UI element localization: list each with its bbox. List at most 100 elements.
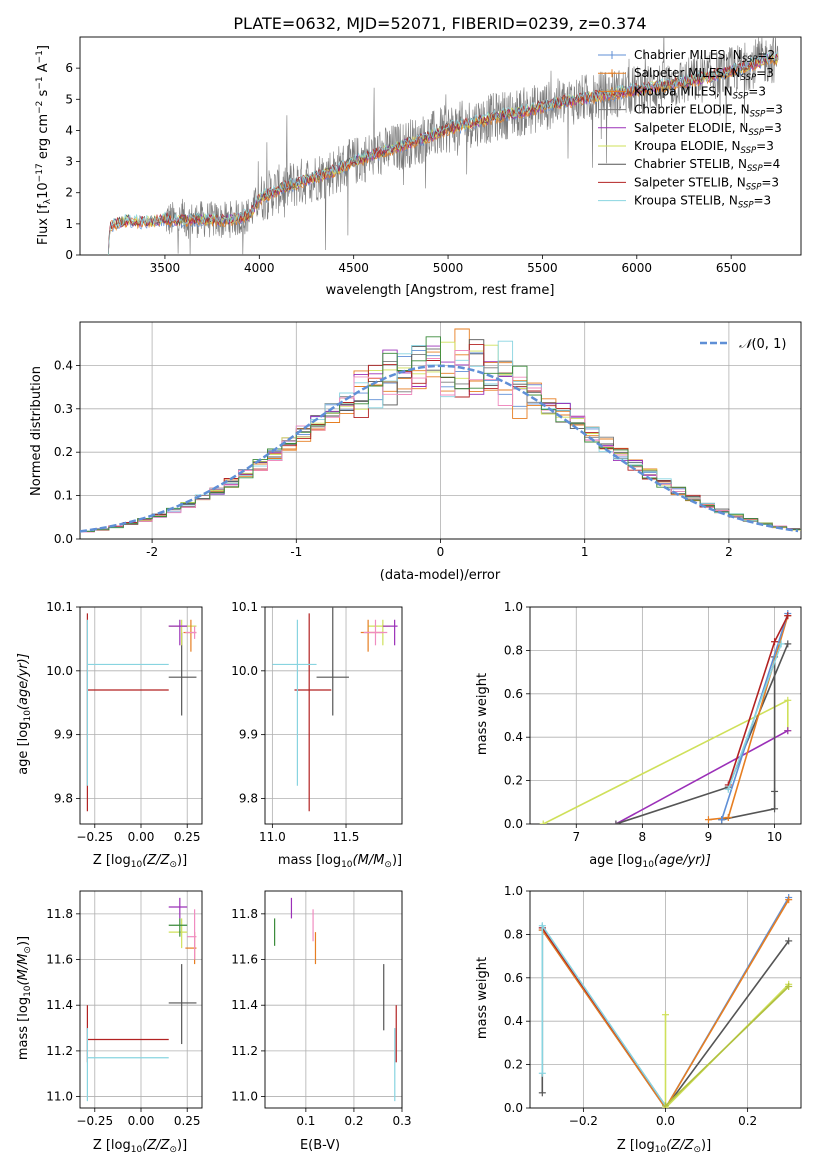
legend-label-sub: SSP: [750, 110, 766, 120]
axes-frame: [264, 606, 403, 825]
errorbar-point: [168, 897, 188, 919]
y-tick-label: 2: [65, 186, 73, 200]
weight-z-xlabel: Z [log10(Z/Z⊙)]: [617, 1138, 711, 1155]
age-z-xlabel: Z [log10(Z/Z⊙)]: [93, 853, 187, 870]
x-tick-label: 6000: [622, 261, 653, 275]
legend-label-suffix: =3: [765, 103, 783, 117]
spectrum-ylabel-sup2: −2: [35, 101, 45, 114]
mass-vs-extinction-panel: 0.1 0.2 0.3 11.0 11.2 11.4 11.6 11.8 E(B-V): [231, 890, 412, 1153]
axes-frame: [529, 606, 802, 825]
gaussian-curve: [80, 364, 799, 533]
mass-ebv-axes: 0.1 0.2 0.3 11.0 11.2 11.4 11.6 11.8: [231, 890, 412, 1128]
x-tick-label: 6500: [716, 261, 747, 275]
spectrum-ylabel-sub1: λ: [43, 198, 53, 204]
y-tick-label: 0.3: [54, 402, 73, 416]
y-tick-label: 0.6: [504, 687, 523, 701]
x-tick-label: 0.25: [174, 1114, 201, 1128]
mass-z-axes: −0.25 0.00 0.25 11.0 11.2 11.4 11.6 11.8: [46, 890, 203, 1128]
legend-label-suffix: =3: [756, 66, 774, 80]
weight-age-lines: [539, 610, 792, 824]
x-tick-label: 7: [572, 830, 580, 844]
legend-label-main: Chabrier MILES, N: [634, 48, 742, 62]
legend-label-sub: SSP: [746, 182, 762, 192]
histogram-series-step: [80, 336, 801, 532]
age-mass-xlabel-sub: 10: [341, 860, 353, 870]
y-tick-label: 11.0: [231, 1090, 258, 1104]
spectrum-ylabel-a: Flux [f: [36, 204, 51, 245]
age-z-xlabel-b: (Z/Z: [142, 853, 170, 868]
y-tick-label: 0.2: [504, 1058, 523, 1072]
y-tick-label: 0.8: [504, 927, 523, 941]
y-tick-label: 11.2: [231, 1044, 258, 1058]
x-tick-label: 3500: [150, 261, 181, 275]
spectrum-title: PLATE=0632, MJD=52071, FIBERID=0239, z=0…: [233, 14, 646, 33]
y-tick-label: 5: [65, 92, 73, 106]
spectrum-ylabel-d: s: [36, 89, 51, 100]
y-tick-label: 0.1: [54, 489, 73, 503]
axes-frame: [79, 321, 802, 540]
y-tick-label: 10.0: [46, 664, 73, 678]
x-tick-label: -1: [290, 545, 302, 559]
weight-series-line: [727, 643, 782, 790]
x-tick-label: −0.2: [569, 1114, 598, 1128]
legend-label-sub: SSP: [742, 55, 758, 65]
axes-frame: [79, 36, 802, 256]
errorbar-point: [168, 918, 188, 937]
errorbar-point: [382, 619, 398, 646]
weight-age-ylabel: mass weight: [475, 673, 490, 755]
y-tick-label: 10.0: [231, 664, 258, 678]
legend-label: Chabrier ELODIE, NSSP=3: [634, 103, 783, 120]
spectrum-ylabel-b: 10: [36, 182, 51, 199]
spectrum-panel: PLATE=0632, MJD=52071, FIBERID=0239, z=0…: [35, 14, 802, 298]
y-tick-label: 0.6: [504, 971, 523, 985]
errorbar-point: [187, 909, 197, 960]
mass-vs-metallicity-panel: −0.25 0.00 0.25 11.0 11.2 11.4 11.6 11.8 Z [log…: [16, 890, 203, 1155]
mass-z-xlabel-c: )]: [177, 1138, 187, 1153]
y-tick-label: 0.8: [504, 643, 523, 657]
legend-label-main: Chabrier ELODIE, N: [634, 103, 750, 117]
errorbar-point: [168, 632, 197, 716]
legend-label-sub: SSP: [738, 201, 754, 211]
weight-series-line: [542, 698, 789, 824]
weight-z-lines: [538, 894, 793, 1108]
legend-label-suffix: =3: [756, 139, 774, 153]
age-z-xlabel-sub2: ⊙: [169, 860, 177, 870]
legend-label-sub: SSP: [748, 128, 764, 138]
errorbar-point: [168, 964, 197, 1045]
y-tick-label: 0.4: [504, 730, 523, 744]
axes-frame: [79, 890, 203, 1109]
age-z-xlabel-a: Z [log: [93, 853, 131, 868]
legend-label: Kroupa ELODIE, NSSP=3: [634, 139, 774, 156]
weight-series: [612, 640, 792, 824]
errorbar-point: [360, 619, 383, 652]
errorbar-point: [168, 619, 188, 646]
y-tick-label: 11.4: [46, 998, 73, 1012]
weight-series-line: [664, 985, 790, 1107]
legend-label-sub: SSP: [741, 73, 757, 83]
age-z-xlabel-sub: 10: [131, 860, 143, 870]
legend-label: Chabrier MILES, NSSP=2: [634, 48, 775, 65]
spectrum-axes: 3500 4000 4500 5000 5500 6000 6500 0 1 2 3 4 5 6: [65, 36, 802, 275]
x-tick-label: −0.25: [76, 1114, 113, 1128]
y-tick-label: 0.4: [504, 1014, 523, 1028]
x-tick-label: 5000: [433, 261, 464, 275]
weight-series: [538, 922, 669, 1108]
legend-label: Chabrier STELIB, NSSP=4: [634, 157, 780, 174]
weight-age-xlabel-b: (age/yr)]: [654, 853, 711, 868]
x-tick-label: 0.00: [128, 1114, 155, 1128]
errorbar-point: [272, 619, 317, 786]
axes-frame: [264, 890, 403, 1109]
legend-label: Salpeter ELODIE, NSSP=3: [634, 121, 782, 138]
histogram-legend: 𝒩(0, 1): [700, 337, 786, 352]
legend-label: Kroupa STELIB, NSSP=3: [634, 194, 771, 211]
mass-z-errorbars: [86, 897, 197, 1102]
age-mass-xlabel-sub2: ⊙: [384, 860, 392, 870]
gaussian-legend-label: 𝒩(0, 1): [739, 337, 786, 352]
weight-age-xlabel-a: age [log: [589, 853, 642, 868]
age-vs-metallicity-panel: −0.25 0.00 0.259.89.910.010.1 Z [log10(Z/Z…: [16, 600, 203, 870]
x-tick-label: 2: [725, 545, 733, 559]
legend-label-suffix: =3: [748, 84, 766, 98]
spectrum-xlabel: wavelength [Angstrom, rest frame]: [326, 283, 555, 298]
